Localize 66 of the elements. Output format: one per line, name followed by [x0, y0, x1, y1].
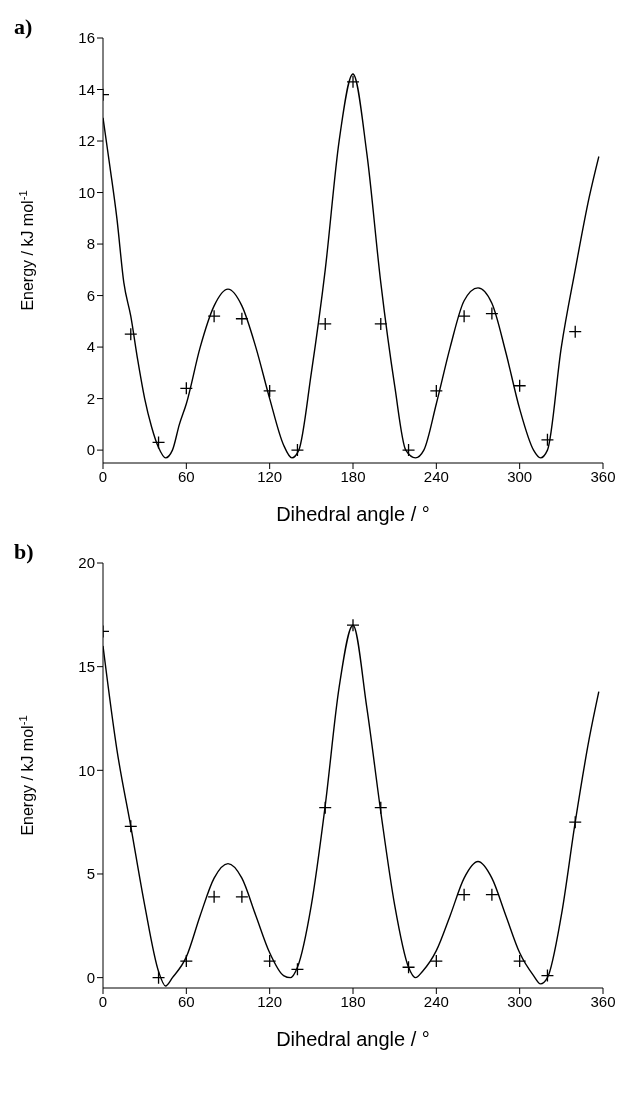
x-tick-label: 120: [257, 467, 283, 485]
x-tick-label: 180: [340, 992, 366, 1010]
point: [290, 443, 305, 457]
x-tick-label: 240: [423, 992, 449, 1010]
point: [207, 890, 221, 904]
point: [457, 309, 471, 323]
point: [485, 888, 499, 902]
point: [374, 800, 388, 815]
x-tick-label: 180: [340, 467, 366, 485]
point: [346, 75, 360, 89]
y-tick-label: 20: [78, 554, 95, 572]
point: [346, 618, 360, 632]
y-tick-label: 2: [86, 389, 95, 407]
y-tick-label: 12: [78, 132, 95, 150]
point: [151, 435, 166, 450]
point: [457, 888, 471, 902]
y-tick-label: 15: [78, 657, 95, 675]
x-axis-title: Dihedral angle / °: [276, 503, 430, 525]
point: [401, 960, 416, 974]
point: [513, 379, 527, 393]
x-tick-label: 0: [98, 467, 108, 485]
point: [374, 317, 388, 331]
x-axis-title: Dihedral angle / °: [276, 1028, 430, 1050]
y-tick-label: 4: [86, 338, 95, 356]
point: [179, 954, 193, 968]
point: [207, 309, 221, 323]
y-tick-label: 6: [86, 286, 95, 304]
y-tick-label: 14: [78, 80, 95, 98]
y-tick-label: 8: [86, 235, 95, 253]
point: [485, 306, 499, 321]
point: [568, 324, 582, 339]
y-tick-label: 0: [86, 968, 95, 986]
point: [513, 954, 527, 968]
x-tick-label: 120: [257, 992, 283, 1010]
x-tick-label: 300: [507, 467, 533, 485]
y-tick-label: 0: [86, 441, 95, 459]
point: [429, 384, 443, 398]
y-tick-label: 10: [78, 761, 95, 779]
y-tick-label: 10: [78, 183, 95, 201]
point: [318, 317, 332, 331]
point: [401, 443, 416, 457]
x-tick-label: 360: [590, 467, 616, 485]
point: [540, 433, 555, 447]
y-tick-label: 5: [86, 865, 95, 883]
point: [290, 962, 305, 976]
x-tick-label: 60: [177, 467, 195, 485]
chart-title: a): [14, 14, 33, 40]
x-tick-label: 60: [177, 992, 195, 1010]
point: [263, 384, 277, 398]
x-tick-label: 240: [423, 467, 449, 485]
point: [318, 800, 332, 815]
point: [124, 327, 138, 341]
point: [568, 815, 582, 829]
point: [263, 954, 277, 968]
point: [540, 968, 555, 983]
x-tick-label: 300: [507, 992, 533, 1010]
chart-title: b): [14, 539, 34, 565]
point: [429, 954, 443, 968]
point: [235, 312, 249, 326]
point: [124, 819, 138, 833]
x-tick-label: 360: [590, 992, 616, 1010]
point: [179, 381, 193, 395]
x-tick-label: 0: [98, 992, 108, 1010]
point: [235, 890, 249, 904]
point: [151, 970, 166, 985]
y-tick-label: 16: [78, 29, 95, 47]
